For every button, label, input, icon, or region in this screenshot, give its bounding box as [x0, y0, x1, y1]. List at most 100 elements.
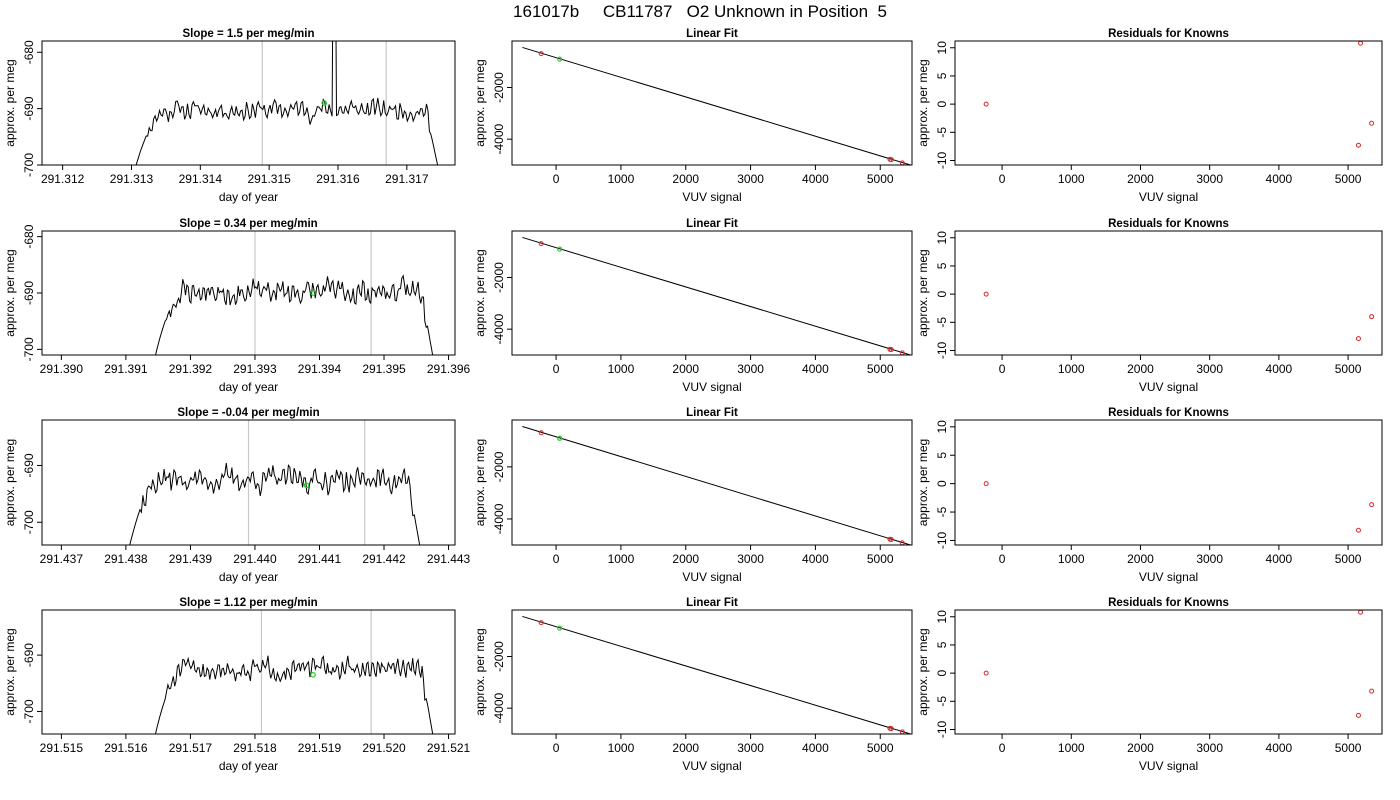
- fit-line: [522, 236, 912, 355]
- x-tick-label: 5000: [867, 741, 894, 755]
- plot-area: [522, 236, 912, 355]
- unknown-point: [557, 246, 563, 252]
- panel-title: Residuals for Knowns: [1108, 597, 1229, 609]
- y-tick-label: -690: [22, 281, 36, 305]
- x-tick-label: 3000: [1196, 741, 1223, 755]
- x-tick-label: 3000: [1196, 552, 1223, 566]
- x-tick-label: 1000: [1058, 552, 1085, 566]
- x-tick-label: 291.392: [169, 362, 213, 376]
- x-tick-label: 291.518: [233, 741, 277, 755]
- x-tick-label: 2000: [1127, 552, 1154, 566]
- panel-residuals-3: Residuals for Knowns 0 1000 2000 3000 4000 500…: [916, 597, 1383, 773]
- y-axis-label: approx. per meg: [473, 439, 487, 526]
- x-tick-label: 291.313: [110, 172, 154, 186]
- y-tick-label: -2000: [492, 72, 506, 103]
- plot-area: [983, 291, 1375, 342]
- x-tick-label: 5000: [867, 172, 894, 186]
- x-tick-label: 4000: [1266, 741, 1293, 755]
- panel-title: Linear Fit: [686, 407, 738, 419]
- x-tick-label: 3000: [1196, 172, 1223, 186]
- panel-title: Slope = -0.04 per meg/min: [177, 407, 319, 419]
- plot-area: [522, 615, 912, 734]
- x-tick-label: 2000: [1127, 362, 1154, 376]
- panel-linearfit-0: Linear Fit 0 1000 2000 3000 4000 5000 -4000 -200…: [473, 28, 913, 204]
- fit-line: [522, 615, 912, 734]
- x-tick-label: 291.519: [298, 741, 342, 755]
- x-axis-label: VUV signal: [682, 380, 741, 394]
- y-tick-label: -700: [22, 699, 36, 723]
- x-tick-label: 291.394: [298, 362, 342, 376]
- x-tick-label: 291.517: [169, 741, 213, 755]
- y-tick-label: 10: [935, 420, 949, 434]
- residual-point: [1355, 142, 1361, 148]
- x-tick-label: 3000: [737, 552, 764, 566]
- x-tick-label: 291.315: [247, 172, 291, 186]
- x-axis-label: VUV signal: [1139, 190, 1198, 204]
- known-point: [538, 430, 544, 436]
- x-tick-label: 1000: [608, 172, 635, 186]
- residual-point: [1358, 41, 1364, 46]
- y-tick-label: 5: [935, 452, 949, 459]
- plot-area: [983, 610, 1375, 718]
- x-tick-label: 291.438: [104, 552, 148, 566]
- y-tick-label: -10: [935, 720, 949, 738]
- x-tick-label: 291.437: [40, 552, 84, 566]
- y-axis-label: approx. per meg: [473, 249, 487, 336]
- plot-area: [129, 420, 421, 545]
- x-tick-label: 291.314: [179, 172, 223, 186]
- x-tick-label: 291.515: [40, 741, 84, 755]
- y-tick-label: -2000: [492, 641, 506, 672]
- x-tick-label: 1000: [1058, 172, 1085, 186]
- y-tick-label: 0: [935, 480, 949, 487]
- y-axis-label: approx. per meg: [473, 59, 487, 146]
- x-axis-label: day of year: [219, 759, 278, 773]
- panel-title: Slope = 0.34 per meg/min: [179, 218, 317, 230]
- fit-line: [522, 46, 912, 165]
- panel-title: Residuals for Knowns: [1108, 407, 1229, 419]
- x-tick-label: 291.516: [104, 741, 148, 755]
- known-point: [888, 537, 894, 543]
- panel-title: Slope = 1.5 per meg/min: [183, 28, 315, 40]
- y-tick-label: -690: [22, 643, 36, 667]
- x-tick-label: 2000: [672, 552, 699, 566]
- x-axis-label: day of year: [219, 570, 278, 584]
- y-tick-label: -700: [22, 510, 36, 534]
- y-tick-label: -2000: [492, 451, 506, 482]
- x-tick-label: 291.395: [362, 362, 406, 376]
- panel-title: Linear Fit: [686, 218, 738, 230]
- x-axis-label: VUV signal: [682, 570, 741, 584]
- residual-point: [983, 291, 989, 297]
- y-tick-label: -2000: [492, 262, 506, 293]
- plot-frame: [41, 419, 456, 546]
- plot-frame: [511, 40, 913, 166]
- y-axis-label: approx. per meg: [3, 439, 17, 526]
- x-tick-label: 2000: [672, 172, 699, 186]
- x-tick-label: 0: [553, 172, 560, 186]
- x-tick-label: 291.391: [104, 362, 148, 376]
- x-tick-label: 291.396: [427, 362, 471, 376]
- panel-title: Linear Fit: [686, 597, 738, 609]
- panel-title: Linear Fit: [686, 28, 738, 40]
- x-tick-label: 2000: [672, 741, 699, 755]
- y-axis-label: approx. per meg: [3, 628, 17, 715]
- x-tick-label: 4000: [802, 172, 829, 186]
- mean-marker: [303, 482, 310, 489]
- x-tick-label: 291.312: [41, 172, 85, 186]
- x-tick-label: 3000: [737, 362, 764, 376]
- x-axis-label: VUV signal: [1139, 759, 1198, 773]
- y-tick-label: 10: [935, 610, 949, 624]
- y-tick-label: -690: [22, 453, 36, 477]
- y-tick-label: -690: [22, 96, 36, 120]
- x-tick-label: 5000: [1335, 362, 1362, 376]
- figure-title: 161017b CB11787 O2 Unknown in Position 5: [513, 2, 887, 21]
- y-tick-label: -10: [935, 341, 949, 359]
- y-tick-label: 0: [935, 290, 949, 297]
- mean-marker: [321, 100, 328, 106]
- x-axis-label: VUV signal: [682, 190, 741, 204]
- y-axis-label: approx. per meg: [916, 628, 930, 715]
- panel-linearfit-1: Linear Fit 0 1000 2000 3000 4000 5000 -4000 -200…: [473, 218, 913, 394]
- plot-frame: [41, 230, 456, 356]
- panel-title: Residuals for Knowns: [1108, 28, 1229, 40]
- unknown-point: [557, 625, 563, 631]
- x-tick-label: 0: [553, 741, 560, 755]
